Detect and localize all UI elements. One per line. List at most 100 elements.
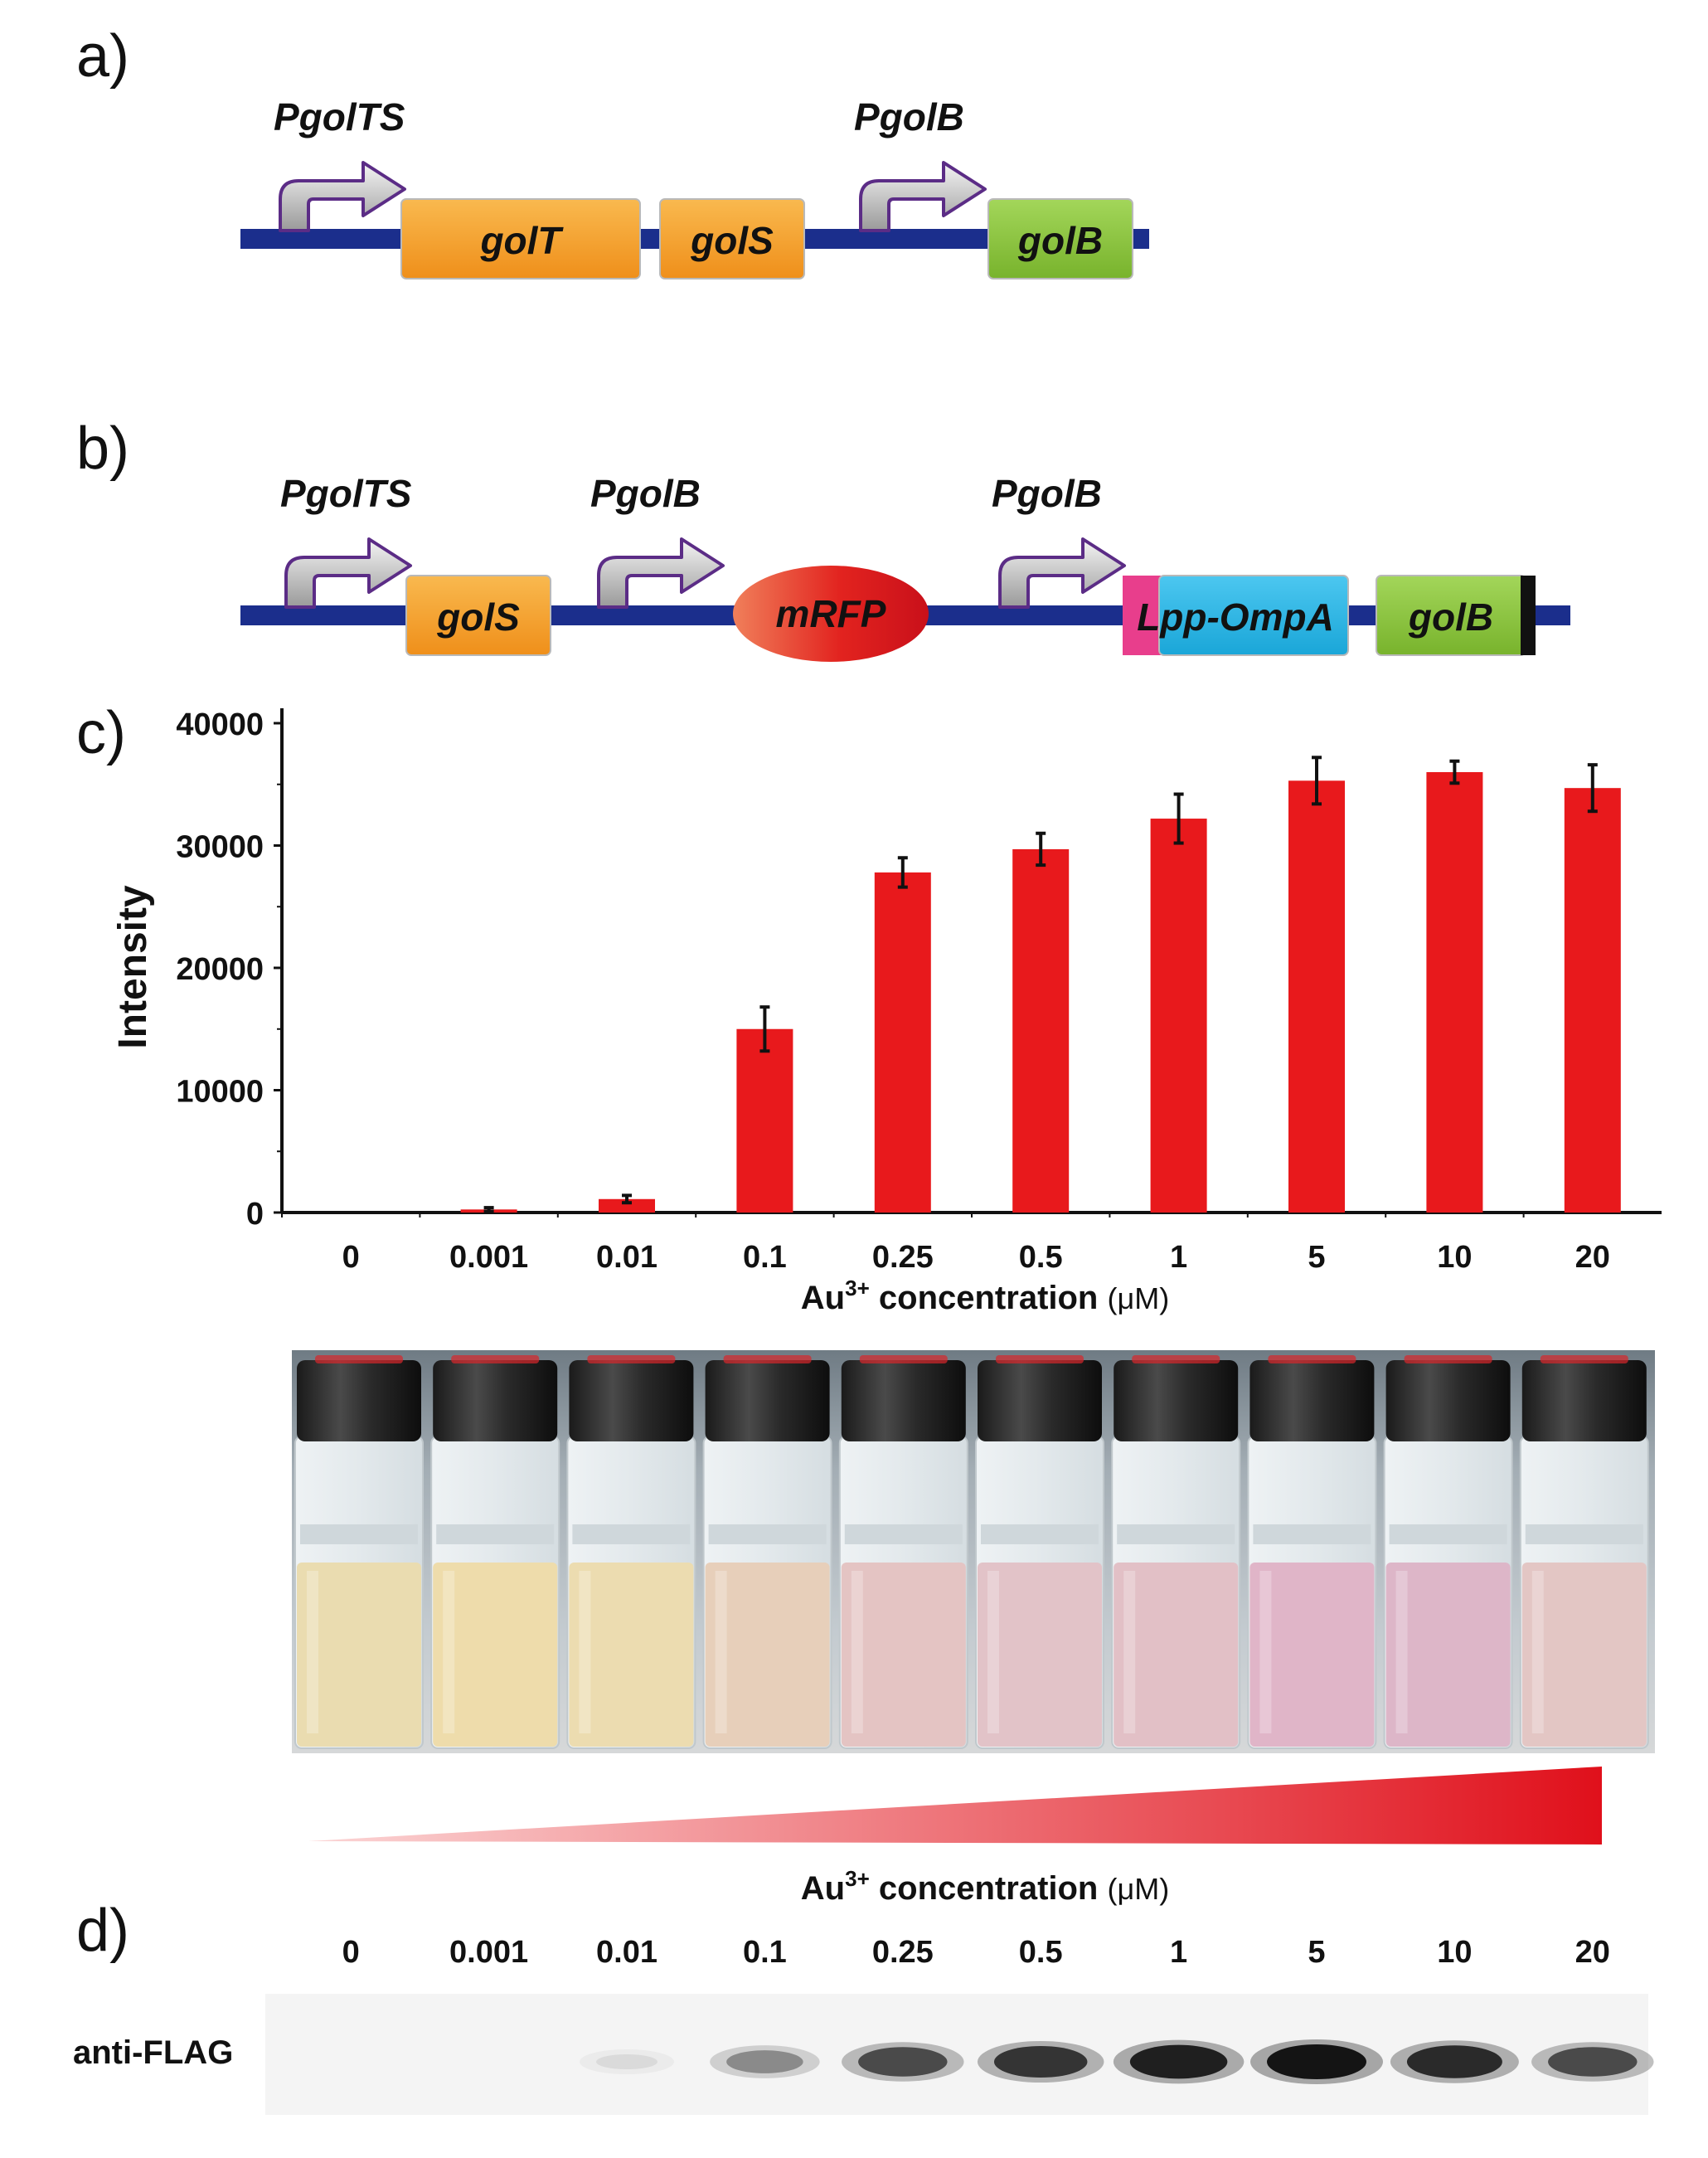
panel-label-a: a) [76, 23, 130, 90]
blot-lane-label: 0.5 [1019, 1935, 1063, 1970]
vial-meniscus-band [1525, 1524, 1643, 1544]
vial-liquid [433, 1563, 558, 1747]
vial-liquid [1114, 1563, 1239, 1747]
gene-lpp-ompa [1158, 575, 1349, 656]
blot-lane-label: 0.01 [596, 1935, 657, 1970]
gene-gols-a [659, 198, 805, 279]
gradient-axis-label: Au3+ concentration (μM) [801, 1866, 1169, 1907]
y-tick-label: 30000 [176, 830, 264, 865]
blot-band [1548, 2047, 1638, 2077]
vial-highlight [443, 1571, 455, 1733]
gene-golt-label: golT [479, 219, 564, 262]
vial-meniscus-band [300, 1524, 418, 1544]
vial [1247, 1355, 1377, 1749]
vial-cap-liner [451, 1355, 540, 1363]
promoter-label-pgolts-a: PgolTS [274, 95, 405, 139]
bar [1426, 772, 1483, 1213]
blot-lane-label: 0.1 [743, 1935, 787, 1970]
vial-cap-liner [1540, 1355, 1628, 1363]
x-tick-label: 0 [342, 1240, 360, 1275]
vial-cap-liner [1132, 1355, 1220, 1363]
y-tick-label: 40000 [176, 707, 264, 742]
gene-gols-a-label: golS [690, 219, 774, 262]
vial-liquid [1521, 1563, 1647, 1747]
gene-mrfp [733, 566, 929, 662]
blot-band [993, 2045, 1088, 2078]
x-tick-label: 0.5 [1019, 1240, 1063, 1275]
vial-cap [705, 1360, 830, 1441]
panel-label-b: b) [76, 416, 130, 482]
gene-golt [400, 198, 641, 279]
blot-lane-label: 5 [1308, 1935, 1325, 1970]
vial [566, 1355, 696, 1749]
vial-meniscus-band [572, 1524, 691, 1544]
promoter-arrow-pgolb-b1 [597, 537, 725, 609]
promoter-label-pgolts-b: PgolTS [280, 472, 412, 515]
panel-label-c: c) [76, 700, 126, 766]
bar [599, 1198, 655, 1213]
blot-lane-label: 0 [342, 1935, 360, 1970]
bar [1564, 788, 1621, 1213]
panel-label-d: d) [76, 1898, 130, 1964]
construct-a: golT golS golB [240, 161, 1149, 279]
vial-cap-liner [996, 1355, 1084, 1363]
promoter-arrow-pgolts-a [279, 161, 406, 232]
blot-lane-label: 0.25 [872, 1935, 934, 1970]
vial-highlight [715, 1571, 727, 1733]
bar [1288, 780, 1345, 1213]
vial-liquid [978, 1563, 1102, 1747]
flag-tag-segment [1521, 576, 1536, 655]
vial [1111, 1355, 1241, 1749]
promoter-label-pgolb-a: PgolB [854, 95, 964, 139]
vial-cap-liner [587, 1355, 676, 1363]
vial-liquid [297, 1563, 421, 1747]
promoter-label-pgolb-b1: PgolB [590, 472, 701, 515]
y-tick-label: 0 [246, 1197, 264, 1232]
gene-lpp-ompa-label: Lpp-OmpA [1137, 595, 1334, 639]
vial-meniscus-band [1389, 1524, 1507, 1544]
blot-row-label: anti-FLAG [73, 2034, 233, 2071]
vial-meniscus-band [844, 1524, 963, 1544]
gene-golb-a-label: golB [1017, 219, 1103, 262]
vial-highlight [851, 1571, 863, 1733]
blot-band [596, 2054, 657, 2070]
bar [874, 872, 931, 1213]
vial [702, 1355, 832, 1749]
vial-cap-liner [859, 1355, 948, 1363]
bar [736, 1028, 793, 1213]
x-tick-label: 0.01 [596, 1240, 657, 1275]
y-tick-label: 20000 [176, 952, 264, 987]
blot-lane-label: 20 [1575, 1935, 1610, 1970]
blot-band [1406, 2045, 1502, 2078]
vial-cap [978, 1360, 1102, 1441]
vial [294, 1355, 424, 1749]
gene-golb-b-label: golB [1408, 595, 1493, 639]
y-tick-label: 10000 [176, 1075, 264, 1110]
vial-cap [1114, 1360, 1239, 1441]
blot-band [1129, 2044, 1228, 2079]
vial-liquid [841, 1563, 966, 1747]
vial-liquid [1385, 1563, 1511, 1747]
signal-peptide-segment [1123, 576, 1161, 655]
vial-highlight [1395, 1571, 1408, 1733]
bar [1150, 819, 1207, 1213]
x-tick-label: 20 [1575, 1240, 1610, 1275]
vial-meniscus-band [708, 1524, 827, 1544]
construct-b: golS mRFP Lpp-OmpA golB [240, 537, 1570, 662]
x-tick-label: 1 [1170, 1240, 1187, 1275]
vial-cap-liner [723, 1355, 812, 1363]
vial-cap [841, 1360, 966, 1441]
y-axis-label: Intensity [111, 885, 155, 1049]
vial-cap [433, 1360, 558, 1441]
x-axis-label: Au3+ concentration (μM) [801, 1276, 1169, 1316]
vial-meniscus-band [1253, 1524, 1371, 1544]
vial [975, 1355, 1104, 1749]
vial-meniscus-band [981, 1524, 1099, 1544]
vial-meniscus-band [436, 1524, 555, 1544]
vial [430, 1355, 560, 1749]
vial [1519, 1355, 1649, 1749]
vial [838, 1355, 968, 1749]
blot-lane-labels: 0 0.001 0.01 0.1 0.25 0.5 1 5 10 20 [342, 1935, 1610, 1970]
blot-lane-label: 0.001 [449, 1935, 528, 1970]
x-tick-label: 0.1 [743, 1240, 787, 1275]
